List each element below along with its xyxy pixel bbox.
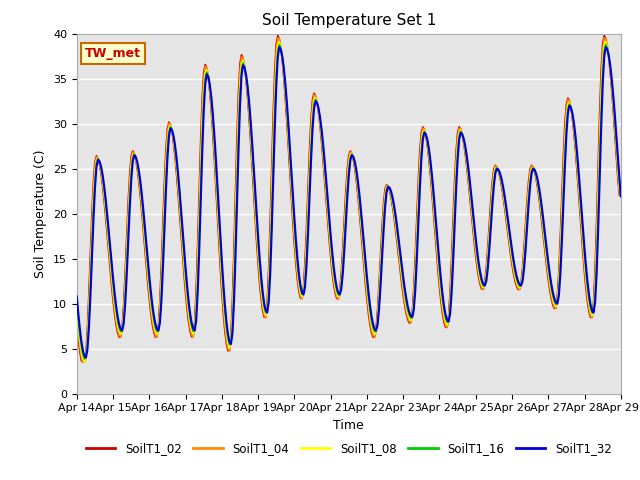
X-axis label: Time: Time	[333, 419, 364, 432]
Y-axis label: Soil Temperature (C): Soil Temperature (C)	[35, 149, 47, 278]
Text: TW_met: TW_met	[85, 47, 141, 60]
Legend: SoilT1_02, SoilT1_04, SoilT1_08, SoilT1_16, SoilT1_32: SoilT1_02, SoilT1_04, SoilT1_08, SoilT1_…	[81, 437, 616, 460]
Title: Soil Temperature Set 1: Soil Temperature Set 1	[262, 13, 436, 28]
